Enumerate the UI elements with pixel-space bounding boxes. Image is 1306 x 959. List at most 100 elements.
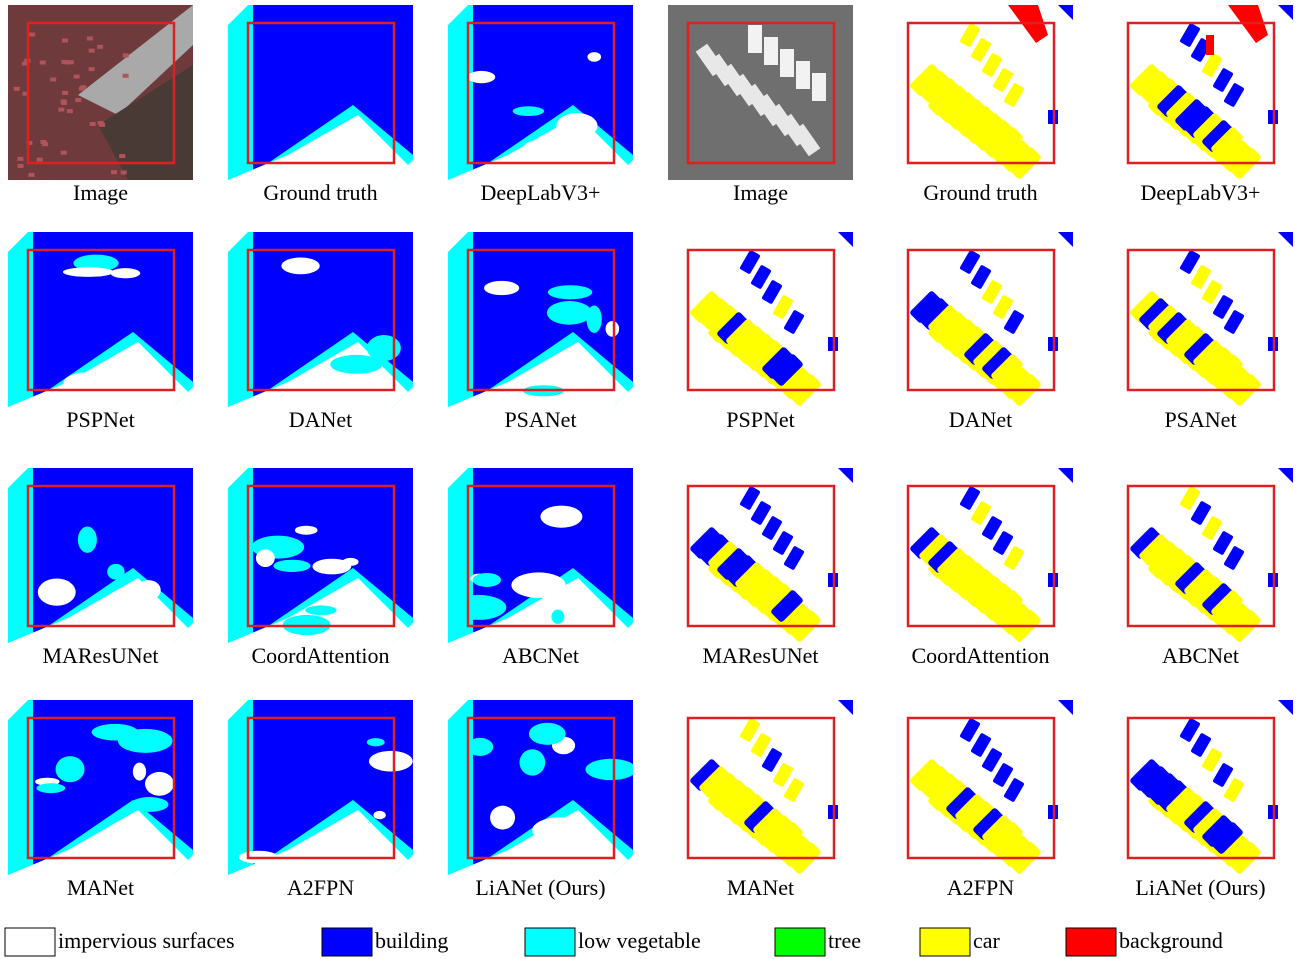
- blob: [523, 140, 561, 157]
- legend-label: background: [1119, 928, 1223, 953]
- blob: [137, 580, 161, 600]
- legend-swatch: [1066, 928, 1116, 956]
- panel-label: DANet: [949, 407, 1013, 432]
- speck: [40, 61, 46, 65]
- speck: [80, 85, 86, 89]
- panel: LiANet (Ours): [448, 700, 636, 900]
- panel-content: [888, 700, 1073, 875]
- blob: [130, 797, 168, 812]
- blob: [519, 749, 545, 775]
- speck: [18, 164, 24, 168]
- panel-content: [1108, 232, 1293, 407]
- blob: [551, 610, 564, 624]
- vehicle: [780, 49, 794, 77]
- speck: [61, 151, 67, 155]
- blob: [38, 578, 76, 605]
- panel-label: DANet: [289, 407, 353, 432]
- legend-label: tree: [828, 928, 861, 953]
- blob: [511, 572, 565, 597]
- legend-label: low vegetable: [578, 928, 701, 953]
- blob: [540, 506, 582, 528]
- blob: [547, 301, 592, 325]
- panel-label: ABCNet: [1162, 643, 1239, 668]
- blob: [585, 759, 636, 780]
- speck: [119, 154, 125, 158]
- speck: [50, 78, 56, 82]
- panel-label: Image: [733, 180, 788, 205]
- panel: MAResUNet: [668, 468, 853, 668]
- blob: [107, 564, 124, 580]
- blob: [118, 616, 157, 631]
- blob: [587, 52, 601, 62]
- panel-label: CoordAttention: [251, 643, 389, 668]
- speck: [98, 121, 104, 125]
- blob: [367, 738, 385, 746]
- impervious: [1108, 468, 1293, 643]
- blob: [305, 605, 336, 615]
- panel-content: [448, 232, 633, 407]
- panel-content: [888, 232, 1073, 407]
- blob: [468, 71, 496, 83]
- legend-swatch: [5, 928, 55, 956]
- panel: Image: [8, 5, 193, 205]
- legend-swatch: [920, 928, 970, 956]
- speck: [90, 122, 96, 126]
- speck: [67, 109, 73, 113]
- blob: [273, 560, 310, 572]
- panel-content: [448, 5, 633, 180]
- panel-content: [668, 232, 853, 407]
- impervious: [888, 700, 1073, 875]
- panel-content: [888, 468, 1073, 643]
- legend-label: impervious surfaces: [58, 928, 235, 953]
- blob: [369, 751, 413, 772]
- panel: DANet: [888, 232, 1073, 432]
- blob: [56, 756, 85, 782]
- panel-label: MANet: [67, 875, 134, 900]
- speck: [87, 36, 93, 40]
- blob: [281, 257, 319, 274]
- speck: [28, 173, 34, 177]
- panel: ABCNet: [1108, 468, 1293, 668]
- blob: [451, 595, 507, 620]
- panel: A2FPN: [888, 700, 1073, 900]
- impervious: [668, 700, 853, 875]
- legend-swatch: [775, 928, 825, 956]
- panel-content: [1108, 700, 1293, 875]
- panel-label: PSPNet: [726, 407, 794, 432]
- panel: MANet: [668, 700, 853, 900]
- panel-content: [228, 5, 413, 180]
- panel-label: LiANet (Ours): [475, 875, 605, 900]
- panel: Image: [668, 5, 853, 205]
- speck: [40, 140, 46, 144]
- panel: PSANet: [1108, 232, 1293, 432]
- legend-label: car: [973, 928, 1001, 953]
- speck: [89, 49, 95, 53]
- panel-label: MAResUNet: [42, 643, 158, 668]
- panel-label: PSPNet: [66, 407, 134, 432]
- vehicle: [812, 73, 826, 101]
- panel: ABCNet: [448, 468, 633, 668]
- bg-error: [1206, 35, 1214, 55]
- legend-label: building: [375, 928, 448, 953]
- speck: [61, 99, 67, 103]
- panel: DANet: [228, 232, 413, 432]
- speck: [37, 158, 43, 162]
- impervious: [888, 468, 1073, 643]
- panel-content: [448, 700, 636, 875]
- blob: [490, 806, 515, 830]
- panel-label: LiANet (Ours): [1135, 875, 1265, 900]
- panel-content: [8, 5, 193, 180]
- blob: [256, 549, 275, 567]
- panel: LiANet (Ours): [1108, 700, 1293, 900]
- panel-label: MAResUNet: [702, 643, 818, 668]
- panel: PSPNet: [668, 232, 853, 432]
- blob: [330, 355, 382, 374]
- speck: [62, 39, 68, 43]
- blob: [110, 268, 140, 278]
- blob: [373, 811, 385, 819]
- blob: [513, 106, 544, 116]
- blob: [295, 526, 318, 535]
- speck: [62, 91, 68, 95]
- blob: [342, 558, 358, 566]
- blob: [467, 738, 493, 756]
